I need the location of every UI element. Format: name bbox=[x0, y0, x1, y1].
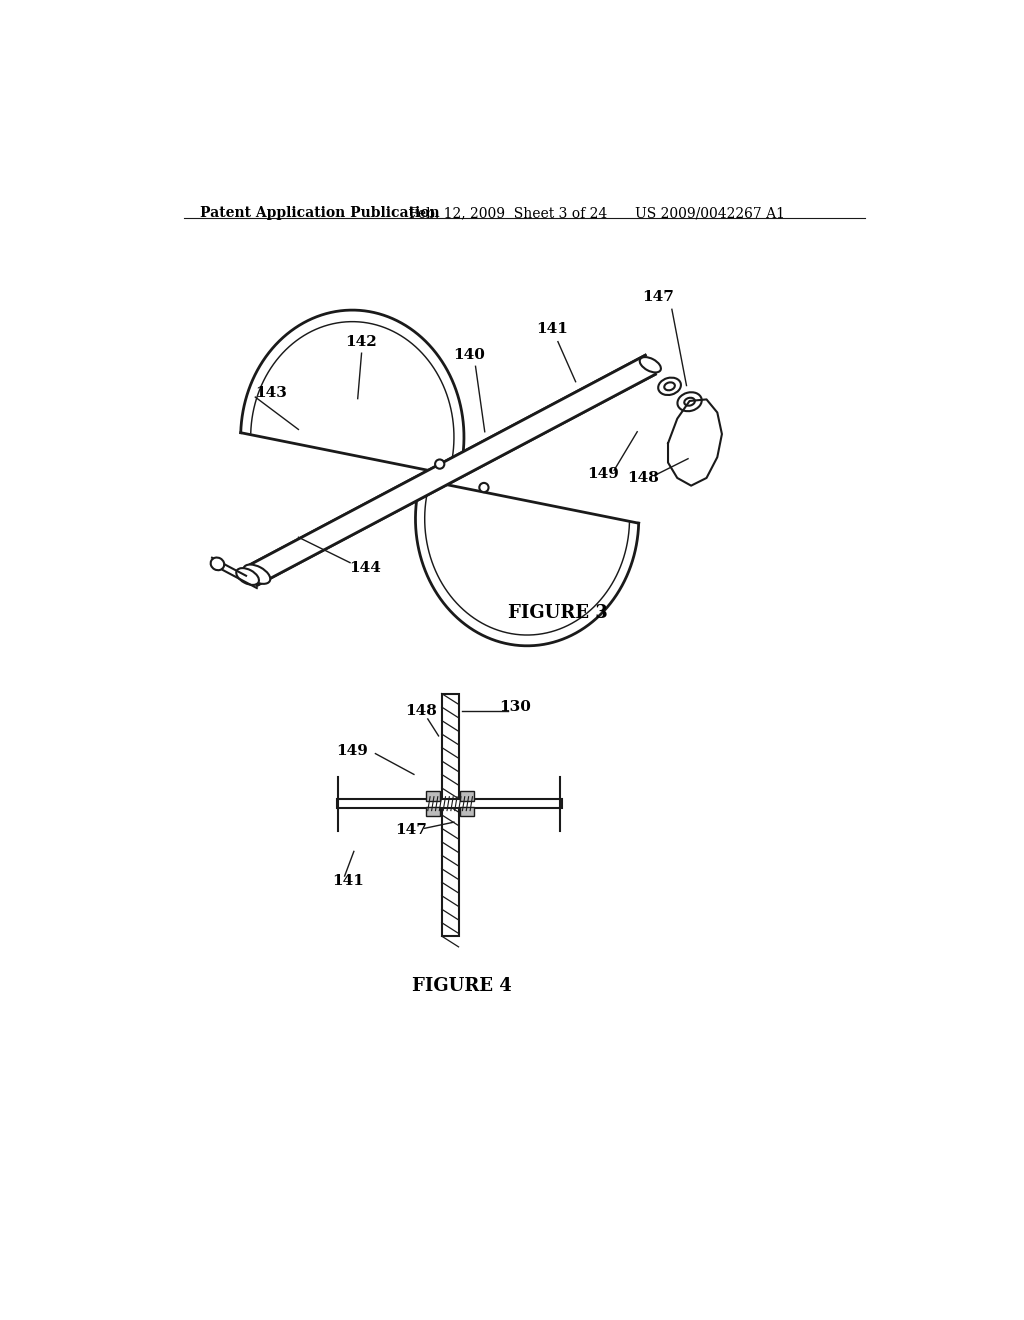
Text: FIGURE 4: FIGURE 4 bbox=[412, 977, 512, 995]
Text: 147: 147 bbox=[642, 290, 674, 304]
Bar bbox=[441, 693, 459, 936]
Bar bbox=[460, 807, 474, 816]
Text: 148: 148 bbox=[628, 471, 659, 484]
Text: 140: 140 bbox=[454, 347, 485, 362]
Text: Feb. 12, 2009  Sheet 3 of 24: Feb. 12, 2009 Sheet 3 of 24 bbox=[410, 206, 607, 220]
Ellipse shape bbox=[640, 358, 660, 372]
Text: Patent Application Publication: Patent Application Publication bbox=[200, 206, 439, 220]
Text: 142: 142 bbox=[346, 335, 378, 348]
Text: 149: 149 bbox=[588, 467, 620, 480]
Polygon shape bbox=[247, 355, 655, 585]
Text: 147: 147 bbox=[395, 822, 428, 837]
Ellipse shape bbox=[244, 565, 270, 583]
Ellipse shape bbox=[678, 392, 701, 412]
Circle shape bbox=[435, 459, 444, 469]
Text: 149: 149 bbox=[336, 744, 368, 758]
Ellipse shape bbox=[658, 378, 681, 395]
Text: 141: 141 bbox=[537, 322, 568, 337]
Circle shape bbox=[479, 483, 488, 492]
Text: 148: 148 bbox=[406, 705, 437, 718]
Text: FIGURE 3: FIGURE 3 bbox=[508, 603, 608, 622]
Ellipse shape bbox=[211, 557, 224, 570]
Bar bbox=[337, 799, 562, 808]
Text: 130: 130 bbox=[500, 700, 531, 714]
Bar bbox=[426, 807, 440, 816]
Text: 141: 141 bbox=[333, 874, 365, 887]
Text: 143: 143 bbox=[255, 387, 287, 400]
Text: US 2009/0042267 A1: US 2009/0042267 A1 bbox=[635, 206, 785, 220]
Bar bbox=[426, 792, 440, 800]
Text: 144: 144 bbox=[349, 561, 381, 576]
Bar bbox=[460, 792, 474, 800]
Ellipse shape bbox=[237, 568, 259, 585]
